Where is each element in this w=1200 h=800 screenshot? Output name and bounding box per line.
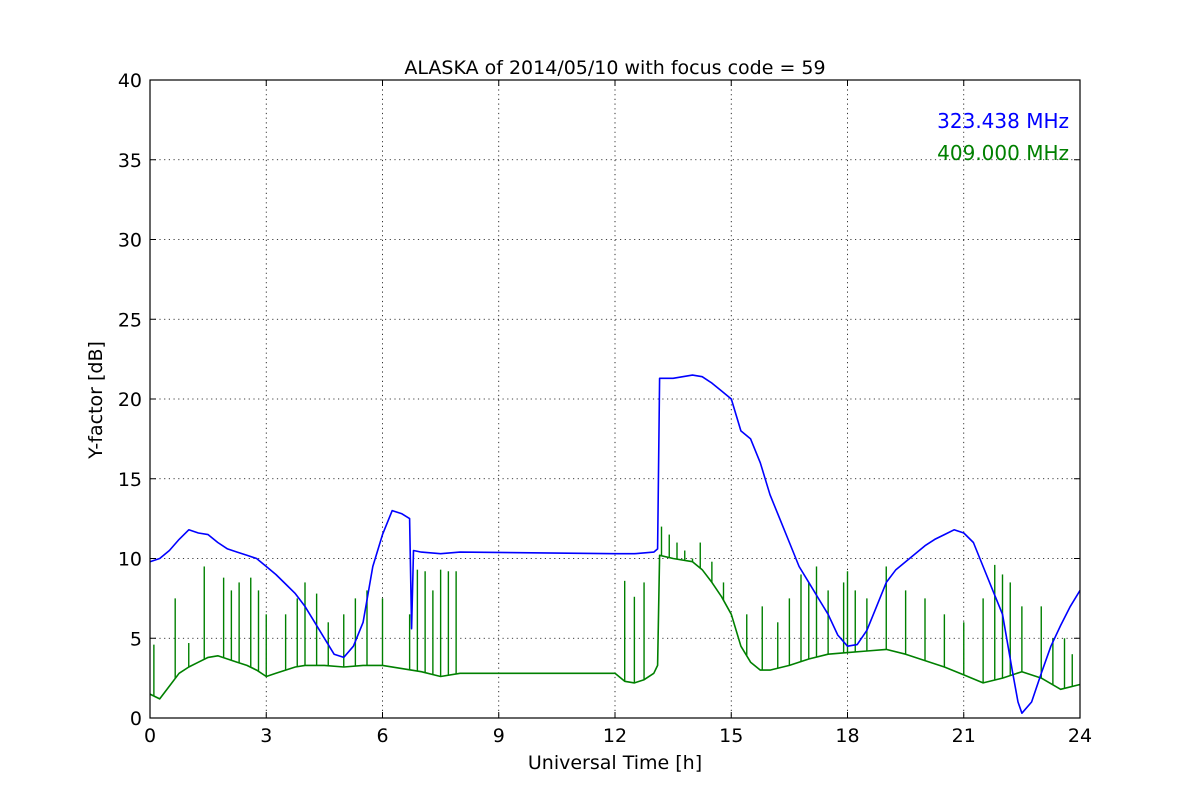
- chart-title: ALASKA of 2014/05/10 with focus code = 5…: [404, 57, 825, 79]
- legend-label-409: 409.000 MHz: [937, 141, 1069, 165]
- y-tick-label: 5: [130, 628, 142, 650]
- series-323-line: [149, 374, 1081, 715]
- y-tick-label: 40: [118, 70, 142, 92]
- x-tick-label: 21: [952, 725, 976, 747]
- x-tick-label: 9: [493, 725, 505, 747]
- y-tick-label: 20: [118, 389, 142, 411]
- ticks: 0 3 6 9 12 15 18 21 24 0 5 10 15 20 25 30 35 40: [118, 70, 1092, 747]
- y-axis-label: Y-factor [dB]: [85, 341, 107, 460]
- legend-label-323: 323.438 MHz: [937, 109, 1069, 133]
- x-tick-label: 6: [376, 725, 388, 747]
- x-tick-label: 12: [603, 725, 627, 747]
- legend: 323.438 MHz 409.000 MHz: [937, 109, 1069, 165]
- plot-lines: [149, 374, 1081, 715]
- x-axis-label: Universal Time [h]: [528, 752, 702, 774]
- x-tick-label: 24: [1068, 725, 1092, 747]
- x-tick-label: 15: [719, 725, 743, 747]
- grid: [150, 80, 1080, 718]
- series-409-line: [149, 554, 1081, 700]
- y-tick-label: 30: [118, 230, 142, 252]
- y-tick-label: 25: [118, 309, 142, 331]
- y-tick-label: 35: [118, 150, 142, 172]
- x-tick-label: 18: [835, 725, 859, 747]
- y-tick-label: 10: [118, 549, 142, 571]
- y-tick-label: 15: [118, 469, 142, 491]
- x-tick-label: 3: [260, 725, 272, 747]
- y-tick-label: 0: [130, 708, 142, 730]
- x-tick-label: 0: [144, 725, 156, 747]
